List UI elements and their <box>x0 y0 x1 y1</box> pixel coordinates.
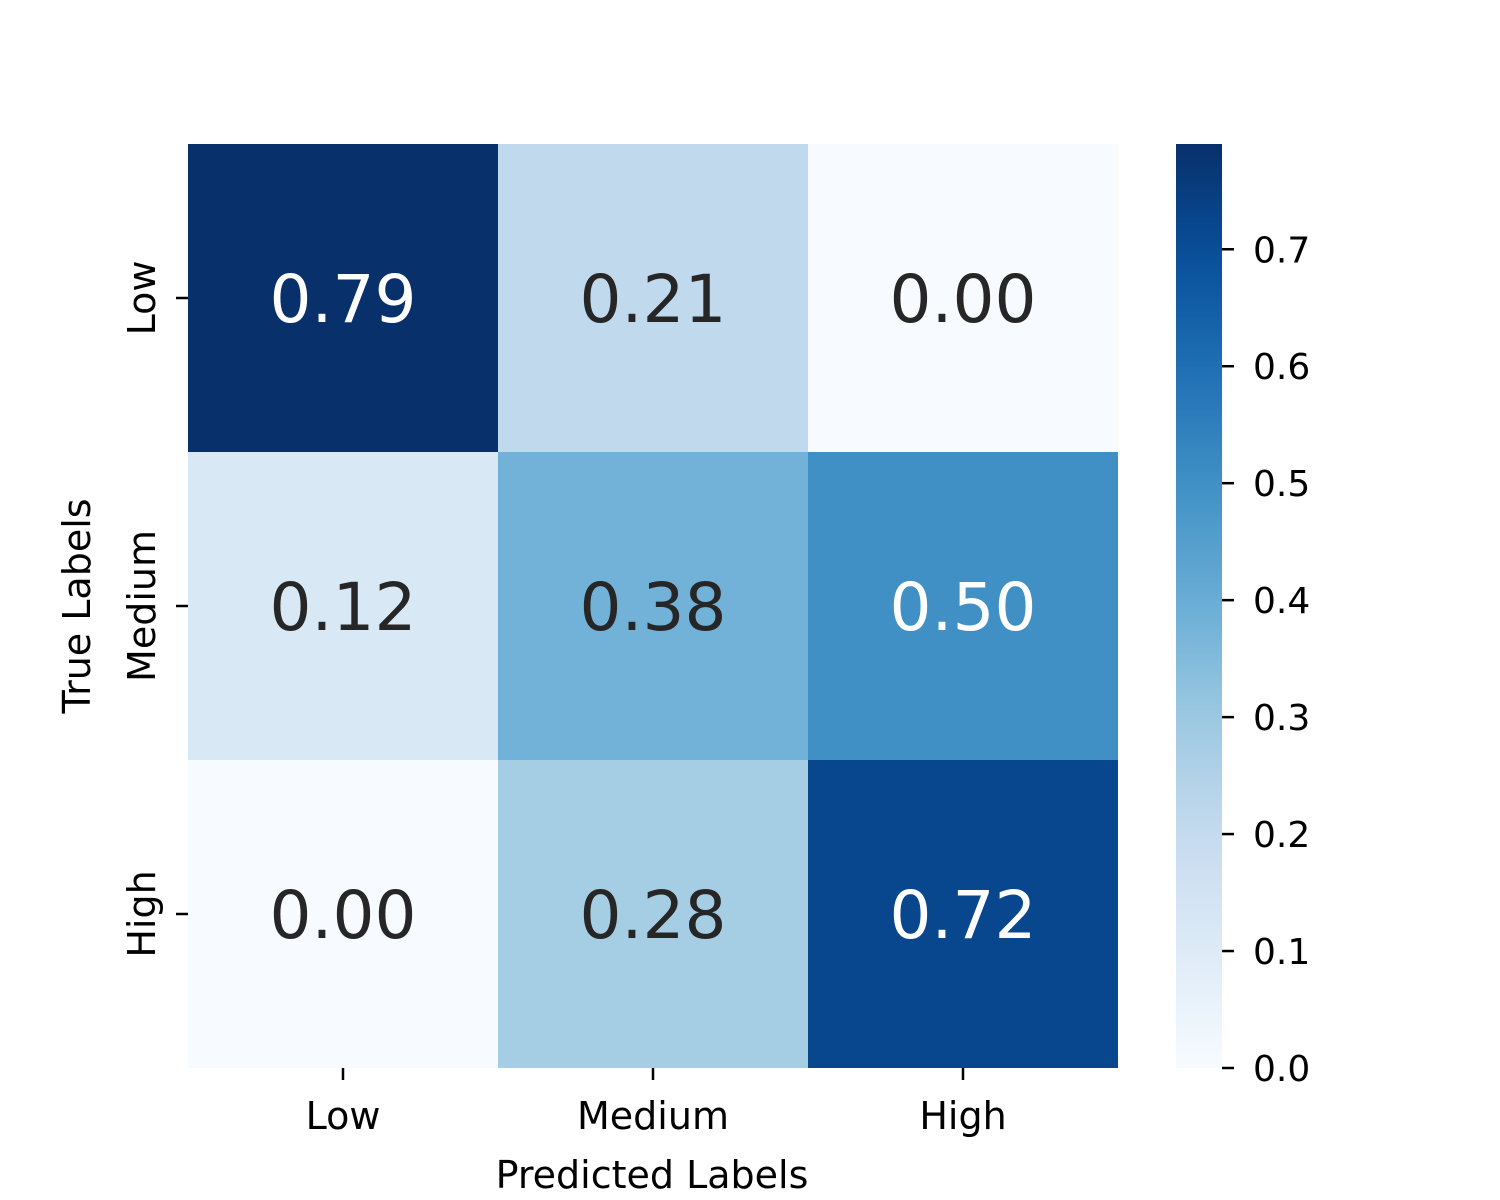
heatmap-cell <box>188 760 498 1068</box>
cell-value-label: 0.12 <box>270 569 417 646</box>
x-tick-label: High <box>919 1094 1006 1138</box>
cell-value-label: 0.72 <box>890 877 1037 954</box>
colorbar-tick-label: 0.4 <box>1253 581 1310 622</box>
cell-value-label: 0.00 <box>890 261 1037 338</box>
colorbar-tick-label: 0.3 <box>1253 698 1310 739</box>
heatmap-cell <box>188 452 498 760</box>
x-tick-label: Low <box>306 1094 381 1138</box>
colorbar-gradient <box>1176 144 1222 1068</box>
heatmap-cell <box>498 452 808 760</box>
heatmap-cell <box>808 760 1118 1068</box>
y-tick-label: High <box>120 870 164 957</box>
cell-value-label: 0.79 <box>270 261 417 338</box>
cell-value-label: 0.21 <box>580 261 727 338</box>
x-axis-label: Predicted Labels <box>496 1153 809 1197</box>
colorbar-tick-label: 0.5 <box>1253 464 1310 505</box>
y-axis: Low Medium High <box>120 261 188 958</box>
heatmap-cell <box>188 144 498 452</box>
heatmap-cell <box>808 452 1118 760</box>
heatmap-cell <box>498 760 808 1068</box>
heatmap-cell <box>808 144 1118 452</box>
colorbar: 0.0 0.1 0.2 0.3 0.4 0.5 0.6 0.7 <box>1176 144 1310 1090</box>
x-tick-label: Medium <box>577 1094 729 1138</box>
y-tick-label: Low <box>120 261 164 336</box>
colorbar-tick-label: 0.0 <box>1253 1049 1310 1090</box>
cell-value-label: 0.00 <box>270 877 417 954</box>
cell-value-label: 0.38 <box>580 569 727 646</box>
y-axis-label: True Labels <box>55 498 99 714</box>
colorbar-tick-label: 0.1 <box>1253 932 1310 973</box>
colorbar-tick-label: 0.7 <box>1253 230 1310 271</box>
colorbar-tick-label: 0.2 <box>1253 815 1310 856</box>
colorbar-tick-label: 0.6 <box>1253 347 1310 388</box>
heatmap-cells: 0.79 0.21 0.00 0.12 0.38 0.50 0.00 0.28 0.72 <box>188 144 1118 1068</box>
heatmap-cell <box>498 144 808 452</box>
y-tick-label: Medium <box>120 530 164 682</box>
x-axis: Low Medium High <box>306 1068 1007 1138</box>
cell-value-label: 0.50 <box>890 569 1037 646</box>
cell-value-label: 0.28 <box>580 877 727 954</box>
